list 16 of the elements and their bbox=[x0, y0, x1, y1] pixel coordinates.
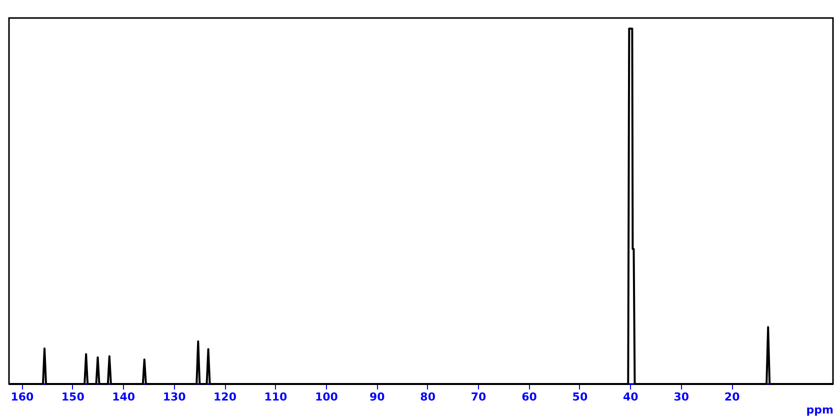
x-tick-label: 60 bbox=[522, 390, 538, 404]
x-axis-title: ppm bbox=[806, 404, 834, 416]
x-tick-label: 50 bbox=[572, 390, 588, 404]
x-tick-label: 90 bbox=[369, 390, 386, 404]
x-tick-label: 80 bbox=[420, 390, 436, 404]
x-tick-label: 70 bbox=[470, 390, 487, 404]
x-tick-label: 20 bbox=[724, 390, 740, 404]
x-tick-label: 160 bbox=[10, 390, 34, 404]
x-tick-label: 40 bbox=[623, 390, 639, 404]
x-tick-label: 100 bbox=[314, 390, 338, 404]
x-tick-label: 140 bbox=[112, 390, 136, 404]
x-tick-label: 150 bbox=[61, 390, 85, 404]
x-tick-label: 110 bbox=[264, 390, 288, 404]
x-tick-label: 130 bbox=[162, 390, 186, 404]
x-tick-label: 30 bbox=[674, 390, 690, 404]
x-tick-label: 120 bbox=[214, 390, 237, 404]
